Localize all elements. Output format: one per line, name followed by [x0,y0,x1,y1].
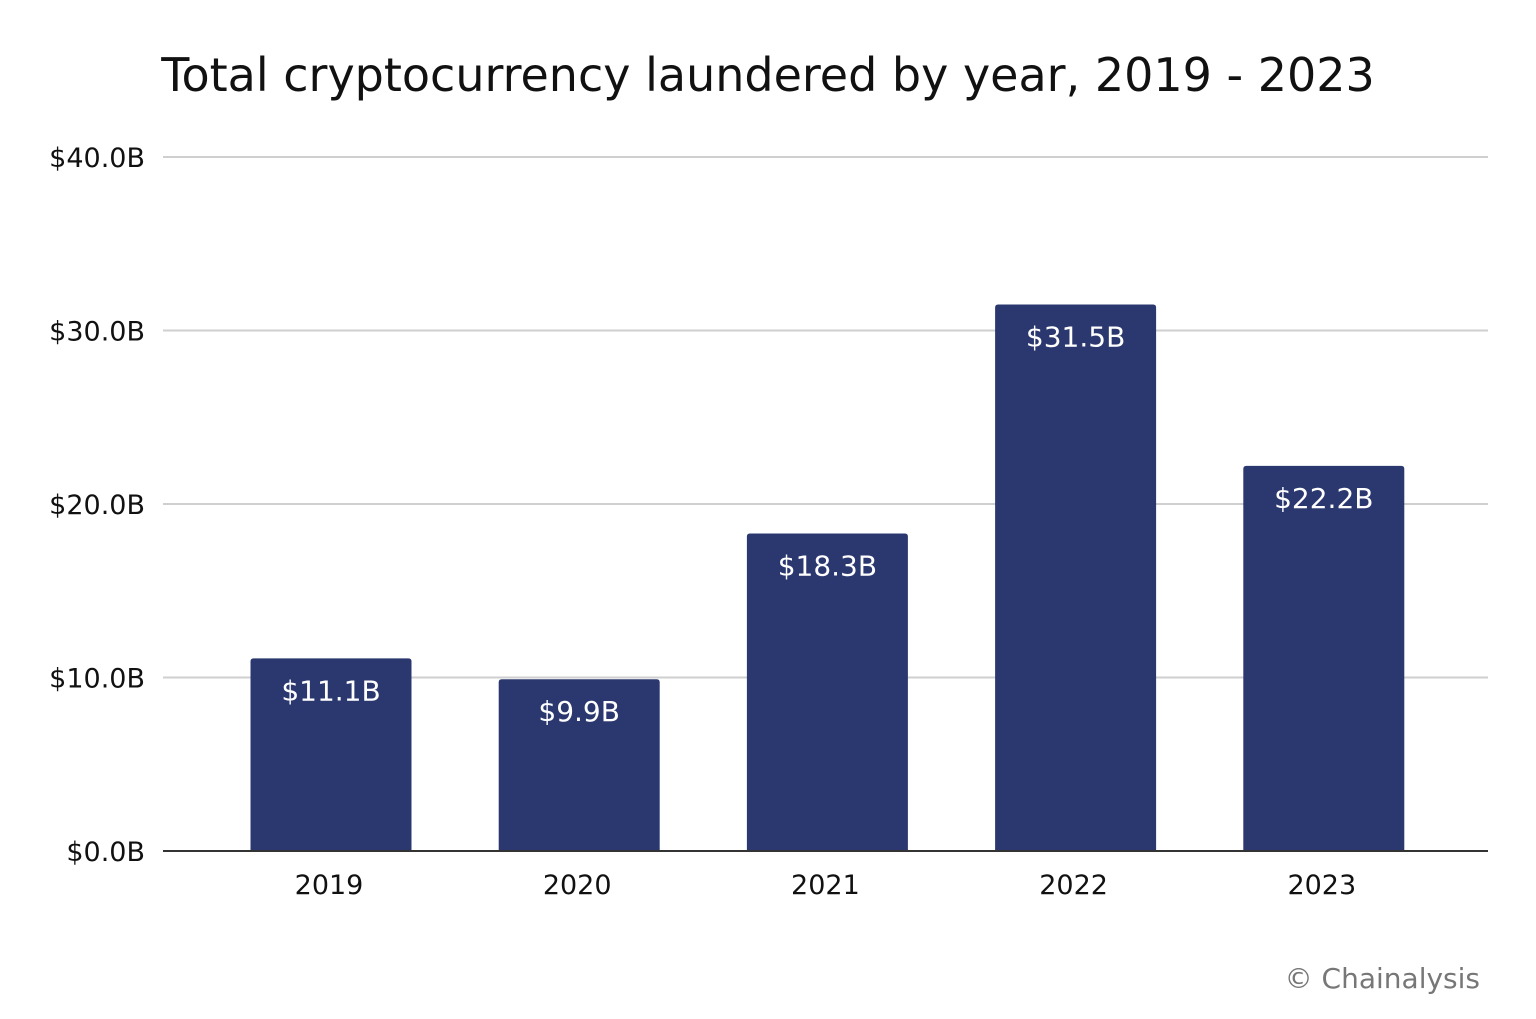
bar-2022 [995,304,1157,852]
x-tick-label: 2020 [543,870,612,901]
x-tick-label: 2023 [1287,870,1356,901]
source-credit: © Chainalysis [1284,962,1480,995]
chart-title: Total cryptocurrency laundered by year, … [161,48,1375,102]
x-tick-label: 2022 [1039,870,1108,901]
bar-2023 [1243,465,1405,851]
data-label: $11.1B [281,674,380,707]
y-tick-label: $40.0B [49,143,145,174]
data-label: $9.9B [538,695,620,728]
x-tick-label: 2019 [295,870,364,901]
bar-2019 [250,658,412,851]
y-tick-label: $0.0B [66,837,145,868]
bar-2021 [746,533,908,851]
y-tick-label: $30.0B [49,317,145,348]
y-tick-label: $10.0B [49,664,145,695]
y-tick-label: $20.0B [49,490,145,521]
bar-2020 [498,679,660,851]
x-tick-label: 2021 [791,870,860,901]
data-label: $31.5B [1026,320,1125,353]
data-label: $18.3B [778,549,877,582]
data-label: $22.2B [1274,482,1373,515]
